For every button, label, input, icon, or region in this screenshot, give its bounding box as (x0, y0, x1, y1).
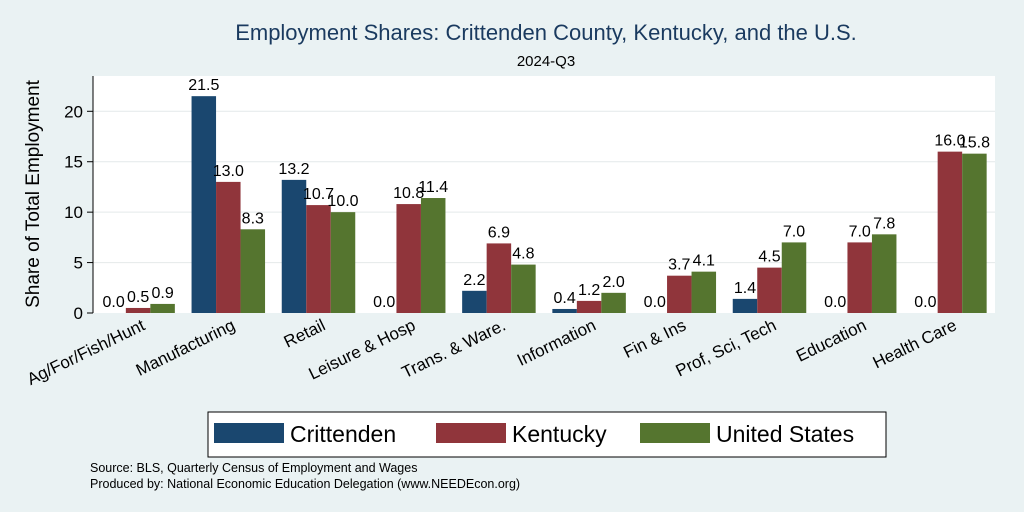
y-tick-label: 15 (64, 153, 83, 172)
data-label: 1.4 (734, 280, 756, 297)
data-label: 10.8 (393, 185, 424, 202)
bar (757, 267, 782, 313)
bar (240, 229, 266, 313)
data-label: 0.9 (151, 285, 173, 302)
y-axis-ticks: 0 5 10 15 20 (64, 102, 93, 323)
bar (396, 204, 421, 313)
bar (552, 308, 577, 313)
bar (330, 212, 356, 313)
data-label: 7.0 (783, 223, 805, 240)
data-label: 10.0 (327, 193, 358, 210)
bars (125, 96, 987, 313)
data-label: 0.0 (914, 294, 936, 311)
bar (420, 198, 446, 313)
data-label: 13.2 (278, 161, 309, 178)
data-label: 2.2 (463, 272, 485, 289)
data-label: 1.2 (578, 282, 600, 299)
data-label: 4.1 (693, 253, 715, 270)
category-label: Prof, Sci, Tech (673, 316, 780, 381)
chart-title: Employment Shares: Crittenden County, Ke… (235, 20, 857, 45)
data-labels: 0.0 0.5 0.921.513.08.313.210.710.00.010.81… (102, 77, 990, 311)
bar (150, 303, 175, 313)
source-note: Source: BLS, Quarterly Census of Employm… (90, 461, 417, 475)
bar (125, 307, 151, 313)
data-label: 7.8 (873, 215, 895, 232)
category-label: Retail (281, 316, 328, 352)
y-tick-label: 10 (64, 203, 83, 222)
data-label: 4.8 (512, 246, 534, 263)
data-label: 11.4 (418, 179, 448, 196)
data-label: 10.7 (303, 186, 334, 203)
category-label: Information (514, 316, 599, 370)
data-label: 0.5 (127, 289, 149, 306)
bar (937, 151, 963, 313)
bar (962, 153, 987, 313)
bar (462, 290, 487, 313)
data-label: 0.0 (373, 294, 395, 311)
bar (871, 234, 897, 313)
data-label: 8.3 (242, 210, 264, 227)
bar (781, 242, 807, 313)
data-label: 21.5 (188, 77, 219, 94)
bar (511, 264, 536, 313)
legend-label: United States (716, 421, 854, 447)
data-label: 7.0 (849, 223, 871, 240)
bar (216, 181, 241, 313)
data-label: 13.0 (213, 163, 244, 180)
legend-swatch (214, 423, 284, 443)
data-label: 15.8 (959, 135, 990, 152)
data-label: 6.9 (488, 224, 510, 241)
bar (732, 298, 758, 313)
y-tick-label: 0 (74, 304, 83, 323)
category-label: Education (793, 316, 869, 366)
data-label: 0.0 (644, 294, 666, 311)
chart-subtitle: 2024-Q3 (517, 53, 575, 70)
data-label: 3.7 (668, 257, 690, 274)
legend-label: Crittenden (290, 421, 396, 447)
bar (576, 300, 602, 313)
bar (281, 179, 307, 313)
legend-swatch (640, 423, 710, 443)
category-label: Health Care (870, 316, 960, 373)
y-tick-label: 5 (74, 254, 83, 273)
data-label: 0.4 (553, 290, 575, 307)
category-label: Manufacturing (133, 316, 238, 380)
produced-by-note: Produced by: National Economic Education… (90, 477, 520, 491)
category-label: Trans. & Ware. (399, 316, 509, 383)
y-tick-label: 20 (64, 102, 83, 121)
bar (691, 271, 717, 313)
category-label: Fin & Ins (620, 316, 689, 362)
data-label: 0.0 (102, 294, 124, 311)
legend-swatch (436, 423, 506, 443)
bar (486, 243, 512, 313)
bar (306, 205, 331, 313)
bar (601, 292, 626, 313)
data-label: 16.0 (934, 133, 965, 150)
category-label: Ag/For/Fish/Hunt (24, 315, 148, 389)
legend-label: Kentucky (512, 421, 607, 447)
legend (207, 411, 887, 458)
y-axis-label: Share of Total Employment (23, 79, 44, 307)
legend-items: Crittenden Kentucky United States (214, 421, 854, 447)
bar (667, 275, 692, 313)
data-label: 0.0 (824, 294, 846, 311)
bar (191, 96, 217, 313)
data-label: 4.5 (758, 249, 780, 266)
bar (847, 242, 872, 313)
data-label: 2.0 (602, 274, 624, 291)
